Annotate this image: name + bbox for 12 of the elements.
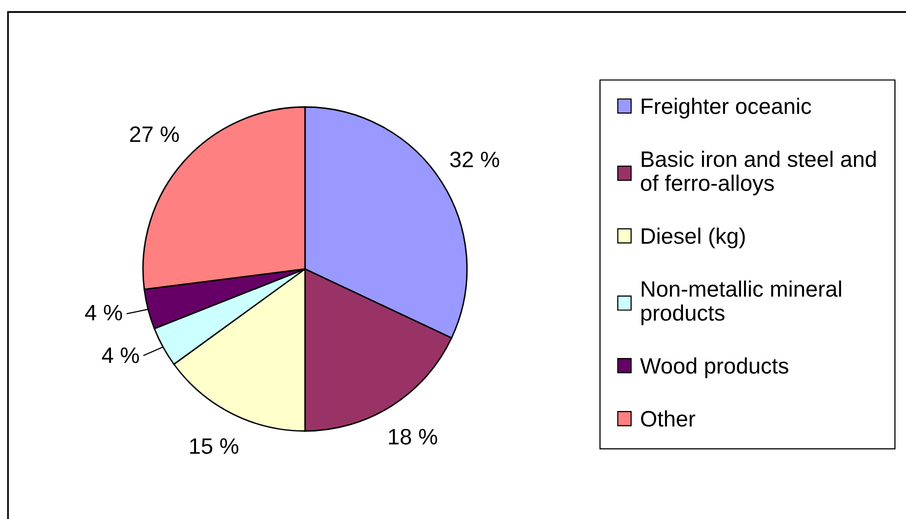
legend-label: Wood products — [640, 357, 788, 378]
legend-label: Basic iron and steel and of ferro-alloys — [640, 150, 876, 196]
legend-label: Other — [641, 410, 696, 427]
data-label: 4 % — [85, 304, 122, 320]
data-label: 18 % — [389, 428, 438, 445]
data-label: 32 % — [450, 152, 500, 168]
data-label: 4 % — [102, 348, 139, 364]
legend-label: Freighter oceanic — [642, 98, 812, 118]
legend-label: Non-metallic mineral products — [641, 280, 842, 326]
data-label: 27 % — [130, 126, 179, 142]
data-label: 15 % — [190, 438, 238, 454]
legend-label: Diesel (kg) — [642, 228, 745, 248]
